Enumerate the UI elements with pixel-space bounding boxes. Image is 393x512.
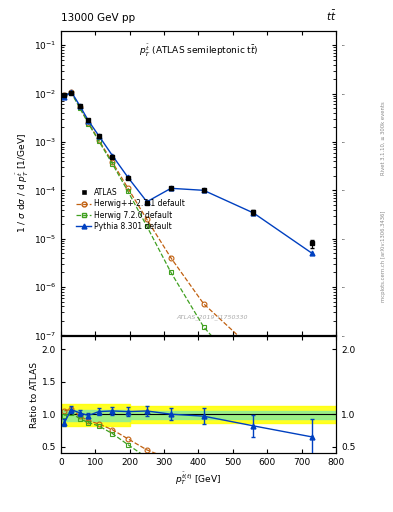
Y-axis label: Ratio to ATLAS: Ratio to ATLAS <box>30 362 39 428</box>
Text: 13000 GeV pp: 13000 GeV pp <box>61 13 135 23</box>
Text: mcplots.cern.ch [arXiv:1306.3436]: mcplots.cern.ch [arXiv:1306.3436] <box>381 210 386 302</box>
Legend: ATLAS, Herwig++ 2.7.1 default, Herwig 7.2.0 default, Pythia 8.301 default: ATLAS, Herwig++ 2.7.1 default, Herwig 7.… <box>73 185 188 234</box>
Text: Rivet 3.1.10, ≥ 300k events: Rivet 3.1.10, ≥ 300k events <box>381 101 386 175</box>
Y-axis label: 1 / $\sigma$ d$\sigma$ / d $p_T^{\bar{t}}$ [1/GeV]: 1 / $\sigma$ d$\sigma$ / d $p_T^{\bar{t}… <box>15 133 31 233</box>
Text: $p_T^{\bar{t}}$ (ATLAS semileptonic t$\bar{t}$): $p_T^{\bar{t}}$ (ATLAS semileptonic t$\b… <box>139 43 258 59</box>
Text: $t\bar{t}$: $t\bar{t}$ <box>325 9 336 23</box>
X-axis label: $p_T^{\bar{t}(t)}$ [GeV]: $p_T^{\bar{t}(t)}$ [GeV] <box>175 470 222 487</box>
Text: ATLAS_2019_I1750330: ATLAS_2019_I1750330 <box>176 314 248 320</box>
